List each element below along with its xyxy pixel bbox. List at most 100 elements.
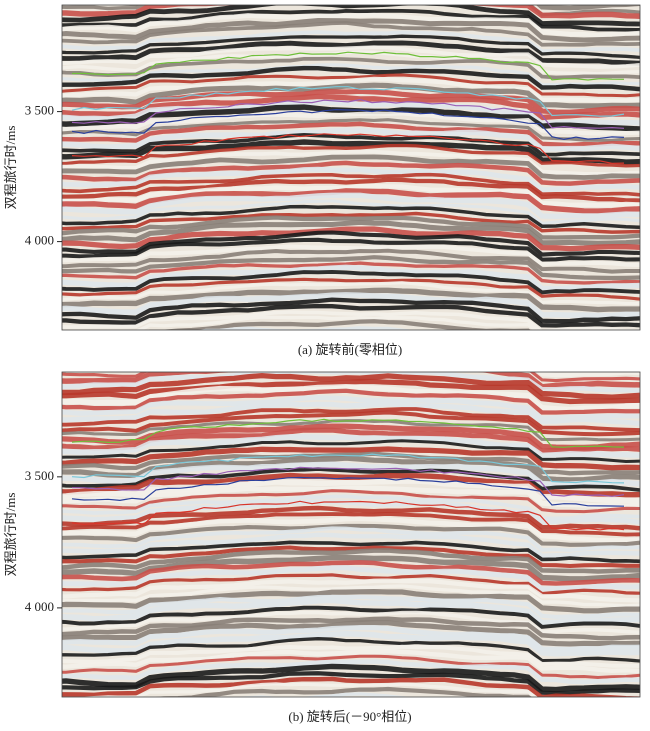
seismic-trace xyxy=(62,277,640,301)
seismic-trace xyxy=(62,292,640,319)
seismic-trace xyxy=(62,30,640,54)
seismic-trace xyxy=(62,88,640,115)
y-axis-label: 双程旅行时/ms xyxy=(3,493,18,577)
seismic-trace xyxy=(62,625,640,652)
horizon-line xyxy=(71,98,625,129)
seismic-trace xyxy=(154,686,532,697)
seismic-trace xyxy=(62,610,640,635)
y-tick-label: 3 500 xyxy=(25,103,54,118)
plot-frame xyxy=(61,4,641,331)
seismic-trace xyxy=(62,523,640,547)
seismic-trace xyxy=(62,644,640,668)
seismic-trace xyxy=(62,407,640,432)
horizon-line xyxy=(71,133,625,164)
horizon-line xyxy=(71,418,625,448)
seismic-trace xyxy=(62,372,640,400)
seismic-trace xyxy=(62,540,640,564)
seismic-trace xyxy=(62,5,640,27)
seismic-trace xyxy=(62,526,640,552)
seismic-image xyxy=(52,0,640,330)
seismic-trace xyxy=(62,637,640,663)
seismic-trace xyxy=(62,230,640,257)
seismic-trace xyxy=(62,18,640,43)
panel-caption: (b) 旋转后(－90°相位) xyxy=(288,709,411,724)
seismic-trace xyxy=(62,578,640,603)
seismic-trace xyxy=(62,118,640,142)
seismic-trace xyxy=(62,45,640,69)
seismic-trace xyxy=(62,388,640,415)
horizon-line xyxy=(71,476,625,507)
seismic-trace xyxy=(62,489,640,514)
seismic-trace xyxy=(62,143,640,168)
seismic-trace xyxy=(62,649,640,674)
seismic-image xyxy=(62,372,640,697)
seismic-trace xyxy=(62,671,640,696)
seismic-trace xyxy=(62,505,640,531)
seismic-trace xyxy=(62,589,640,614)
seismic-trace xyxy=(62,149,640,176)
seismic-trace xyxy=(62,127,640,152)
seismic-trace xyxy=(62,93,640,121)
seismic-trace xyxy=(62,188,640,214)
seismic-trace xyxy=(62,478,640,504)
seismic-trace xyxy=(62,226,640,252)
seismic-trace xyxy=(62,310,640,330)
seismic-trace xyxy=(62,455,640,483)
seismic-trace xyxy=(62,121,640,148)
horizon-line xyxy=(71,108,625,141)
seismic-trace xyxy=(62,244,640,267)
plot-frame xyxy=(61,371,641,698)
seismic-trace xyxy=(62,82,640,109)
seismic-trace xyxy=(62,199,640,225)
seismic-trace xyxy=(62,264,640,292)
seismic-trace xyxy=(62,372,640,383)
seismic-trace xyxy=(62,160,640,186)
seismic-trace xyxy=(62,219,640,246)
seismic-trace xyxy=(62,654,640,680)
seismic-trace xyxy=(62,616,640,641)
seismic-trace xyxy=(62,631,640,657)
seismic-trace xyxy=(62,620,640,647)
seismic-trace xyxy=(62,76,640,103)
seismic-trace xyxy=(62,154,640,180)
seismic-trace xyxy=(62,378,640,405)
seismic-trace xyxy=(62,65,640,92)
seismic-trace xyxy=(62,177,640,203)
seismic-trace xyxy=(62,383,640,413)
y-tick-label: 4 000 xyxy=(25,233,54,248)
seismic-trace xyxy=(62,111,640,136)
seismic-trace xyxy=(128,372,640,378)
seismic-trace xyxy=(62,511,640,537)
seismic-trace xyxy=(62,663,640,693)
seismic-trace xyxy=(62,166,640,193)
horizon-line xyxy=(71,466,625,497)
panel: 3 500 4 000 双程旅行时/ms (a) 旋转前(零相位) xyxy=(3,0,641,357)
seismic-trace xyxy=(62,172,640,197)
horizon-line xyxy=(71,51,625,81)
seismic-trace xyxy=(105,315,539,330)
panel-caption: (a) 旋转前(零相位) xyxy=(298,342,402,357)
seismic-trace xyxy=(52,0,640,2)
y-tick-label: 3 500 xyxy=(25,468,54,483)
seismic-trace xyxy=(62,410,640,437)
seismic-trace xyxy=(62,211,640,234)
seismic-trace xyxy=(62,269,640,295)
seismic-trace xyxy=(62,287,640,313)
seismic-trace xyxy=(197,326,414,330)
seismic-trace xyxy=(73,682,538,697)
seismic-trace xyxy=(62,594,640,619)
seismic-trace xyxy=(62,215,640,240)
seismic-trace xyxy=(62,659,640,685)
seismic-trace xyxy=(62,297,640,324)
seismic-trace xyxy=(62,548,640,574)
seismic-trace xyxy=(62,532,640,558)
seismic-trace xyxy=(62,676,640,697)
seismic-trace xyxy=(62,21,640,47)
seismic-trace xyxy=(62,545,640,569)
seismic-trace xyxy=(216,692,413,697)
seismic-trace xyxy=(62,560,640,586)
seismic-trace xyxy=(62,248,640,274)
seismic-trace xyxy=(62,516,640,543)
y-axis-label: 双程旅行时/ms xyxy=(3,126,18,210)
seismic-trace xyxy=(148,319,531,330)
